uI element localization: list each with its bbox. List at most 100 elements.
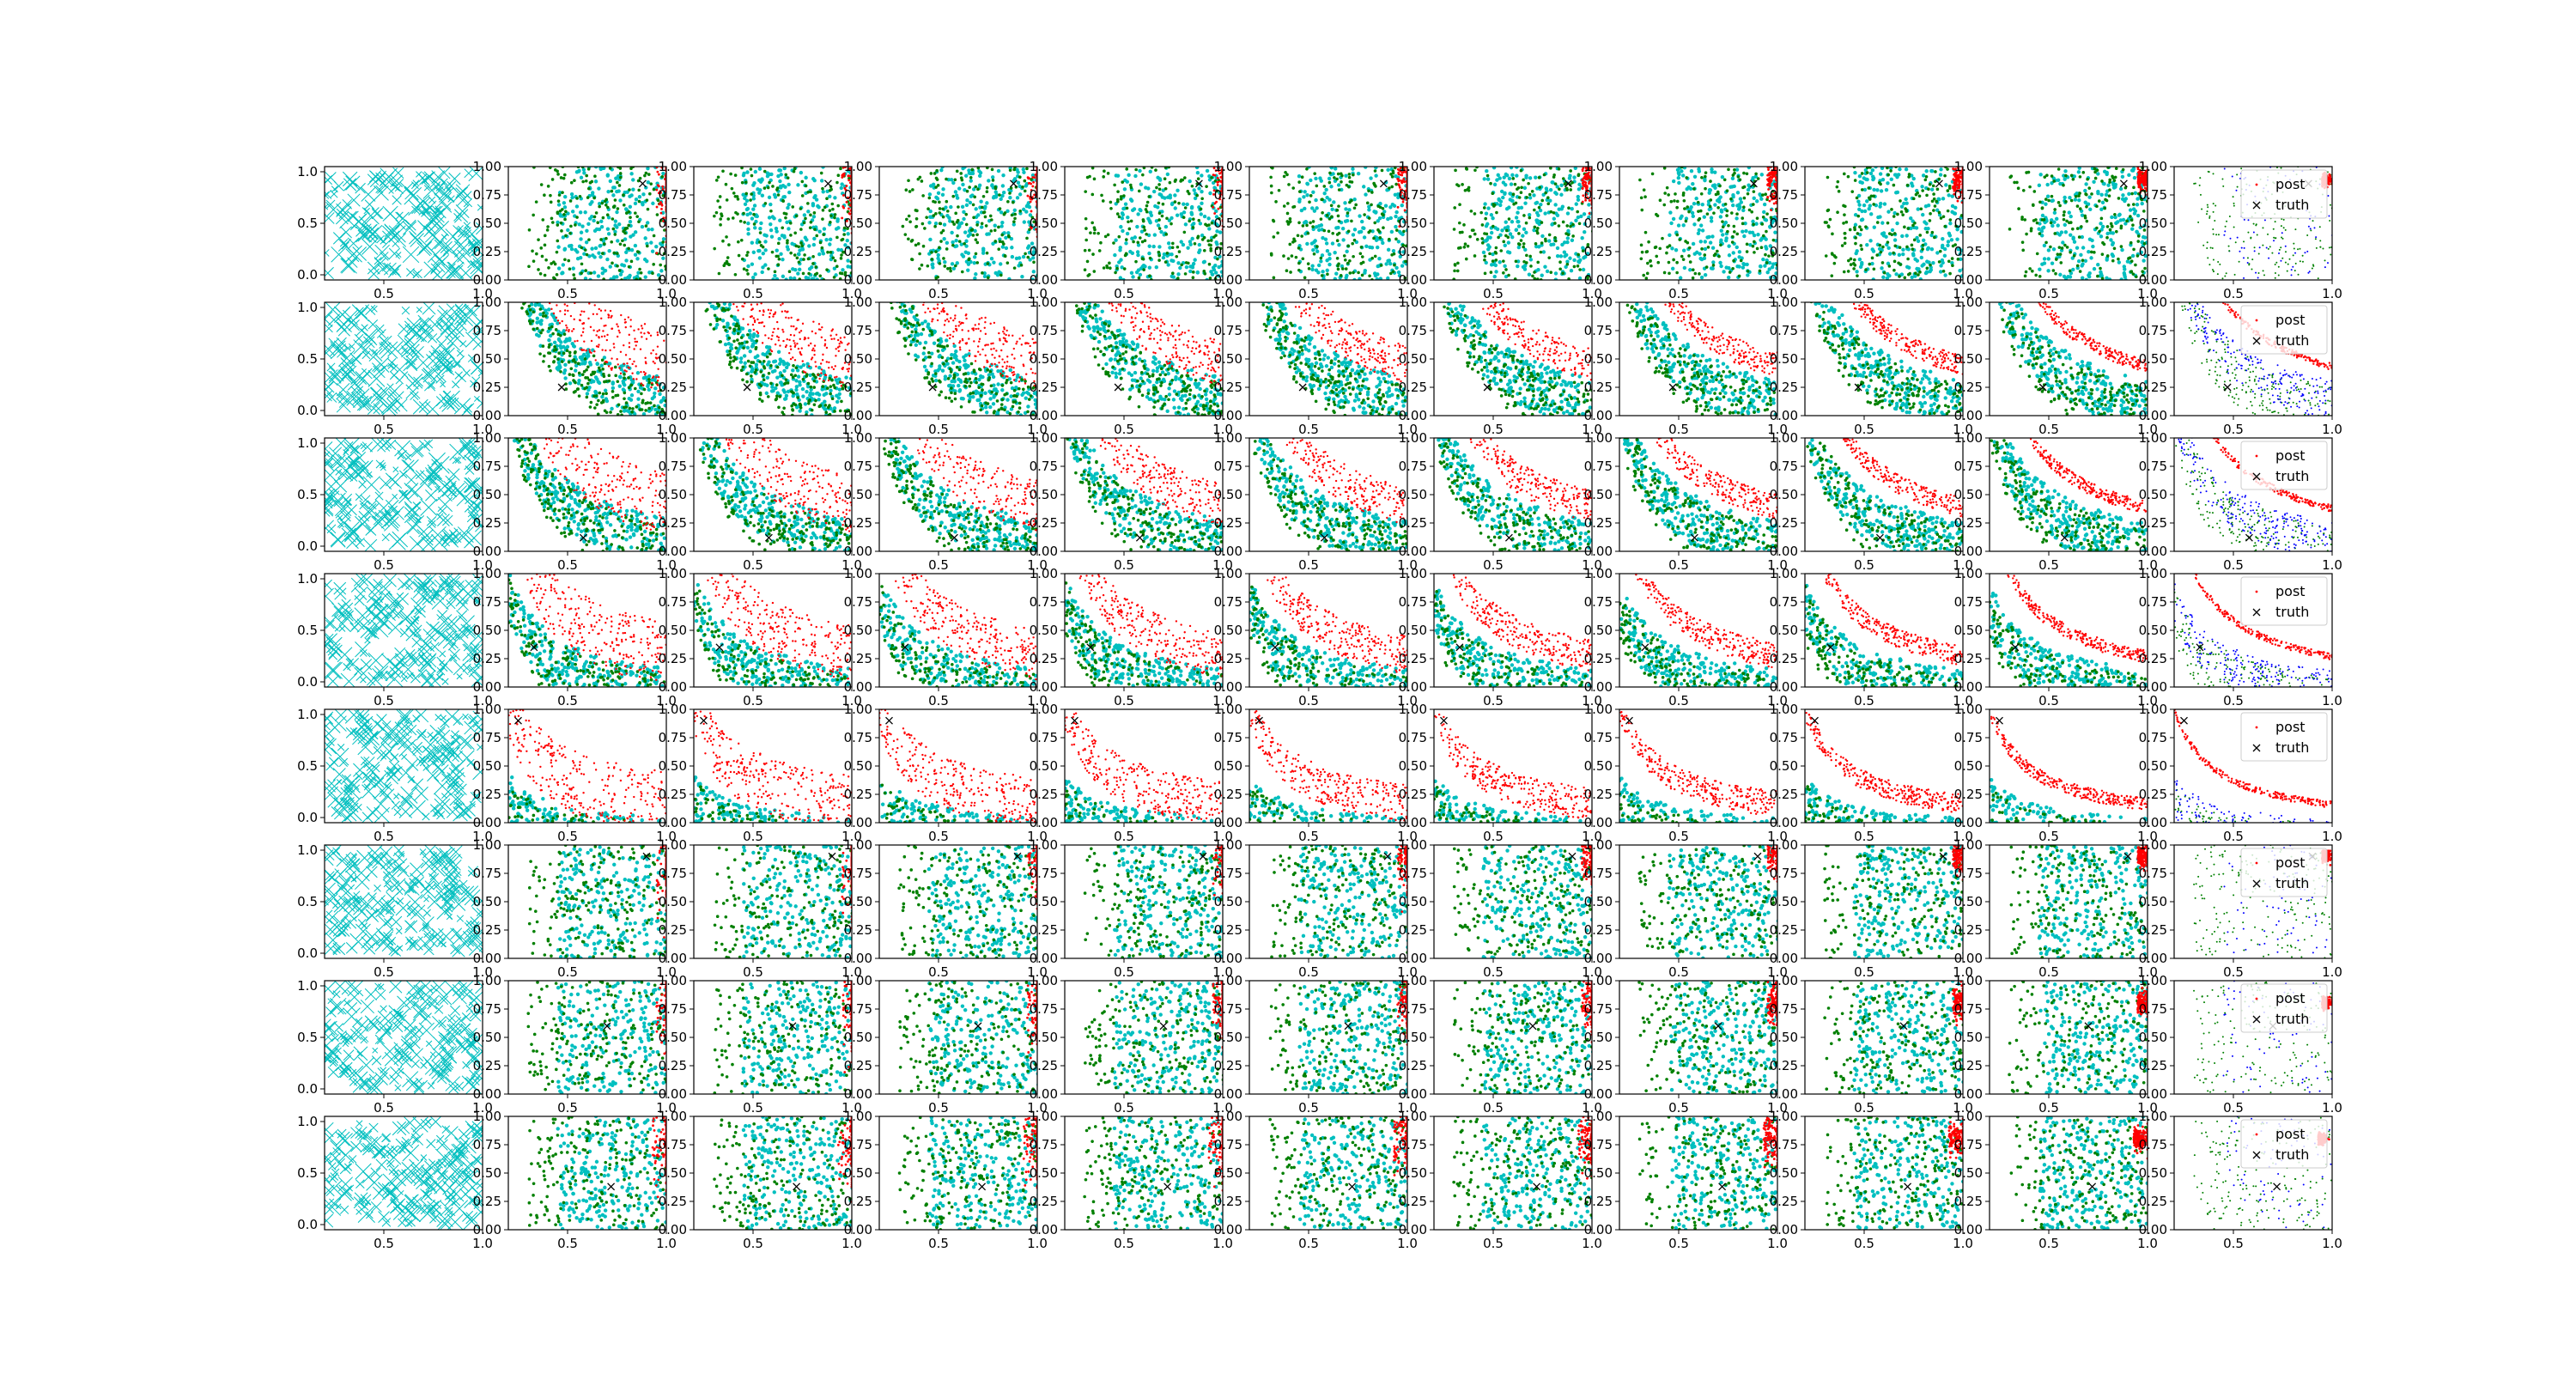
post-point bbox=[851, 120, 854, 123]
accepted-point bbox=[1871, 257, 1874, 260]
accepted-point bbox=[587, 238, 591, 241]
proposal-point bbox=[1669, 222, 1673, 225]
accepted-point bbox=[795, 245, 799, 248]
accepted-point bbox=[1091, 193, 1094, 197]
accepted-point bbox=[997, 247, 1000, 251]
accepted-point bbox=[579, 195, 582, 198]
proposal-point bbox=[1311, 248, 1315, 252]
proposal-point bbox=[759, 180, 762, 184]
proposal-point bbox=[1001, 245, 1005, 248]
accepted-point bbox=[1709, 205, 1712, 209]
proposal-point bbox=[1920, 264, 1923, 267]
proposal-point bbox=[776, 174, 780, 178]
accepted-point bbox=[1393, 264, 1396, 267]
accepted-point bbox=[1484, 272, 1487, 276]
proposal-point bbox=[624, 258, 628, 262]
proposal-point bbox=[1114, 238, 1117, 241]
proposal-point bbox=[1501, 196, 1504, 199]
accepted-point bbox=[1668, 261, 1671, 264]
accepted-point bbox=[1109, 207, 1113, 210]
accepted-point bbox=[1373, 222, 1376, 225]
accepted-point bbox=[1301, 257, 1304, 260]
proposal-point bbox=[1483, 177, 1486, 180]
accepted-point bbox=[928, 197, 932, 200]
proposal-point bbox=[1188, 270, 1192, 273]
proposal-point bbox=[812, 243, 816, 246]
accepted-point bbox=[587, 187, 591, 191]
proposal-point bbox=[1693, 175, 1697, 179]
proposal-point bbox=[1363, 235, 1366, 239]
accepted-point bbox=[904, 233, 908, 236]
accepted-point bbox=[958, 240, 962, 243]
accepted-point bbox=[784, 216, 787, 220]
proposal-point bbox=[634, 252, 637, 256]
accepted-point bbox=[750, 174, 754, 178]
accepted-point bbox=[1103, 169, 1106, 173]
accepted-point bbox=[643, 174, 647, 178]
accepted-point bbox=[1389, 272, 1393, 276]
accepted-point bbox=[561, 191, 564, 194]
post-point bbox=[1212, 150, 1215, 153]
accepted-point bbox=[1004, 211, 1007, 215]
accepted-point bbox=[801, 180, 805, 184]
proposal-point bbox=[1881, 276, 1885, 279]
accepted-point bbox=[986, 186, 989, 190]
proposal-point bbox=[750, 262, 754, 265]
accepted-point bbox=[1174, 200, 1177, 204]
accepted-point bbox=[823, 206, 827, 210]
proposal-marker bbox=[375, 245, 390, 259]
accepted-point bbox=[1043, 208, 1047, 211]
accepted-point bbox=[1084, 239, 1088, 242]
accepted-point bbox=[1481, 223, 1485, 227]
accepted-point bbox=[1208, 263, 1212, 266]
accepted-point bbox=[1394, 238, 1398, 241]
accepted-point bbox=[551, 178, 555, 181]
accepted-point bbox=[860, 182, 863, 185]
accepted-point bbox=[1742, 205, 1746, 209]
proposal-point bbox=[1556, 246, 1559, 250]
proposal-point bbox=[1516, 220, 1520, 223]
accepted-point bbox=[586, 253, 589, 257]
proposal-point bbox=[1351, 167, 1354, 171]
proposal-point bbox=[1855, 249, 1858, 252]
proposal-point bbox=[1186, 246, 1189, 249]
proposal-point bbox=[1045, 235, 1048, 239]
post-point bbox=[851, 148, 854, 150]
post-point bbox=[1036, 145, 1039, 148]
accepted-point bbox=[1729, 198, 1733, 201]
accepted-point bbox=[1462, 223, 1466, 227]
proposal-point bbox=[774, 195, 777, 198]
proposal-point bbox=[619, 272, 623, 276]
proposal-point bbox=[1764, 245, 1767, 248]
post-point bbox=[660, 212, 663, 215]
subplot-r1-c1: 0.5 1.00.00.51.0 bbox=[297, 164, 493, 301]
proposal-point bbox=[1759, 198, 1763, 201]
accepted-point bbox=[1723, 178, 1727, 181]
proposal-point bbox=[1731, 193, 1735, 197]
accepted-point bbox=[1492, 259, 1495, 263]
proposal-point bbox=[820, 179, 823, 182]
y-tick-label: 1.00 bbox=[1584, 159, 1613, 174]
accepted-point bbox=[1286, 212, 1290, 216]
accepted-point bbox=[1012, 201, 1015, 204]
proposal-point bbox=[762, 252, 765, 255]
proposal-point bbox=[768, 196, 771, 199]
accepted-point bbox=[1753, 240, 1756, 244]
proposal-point bbox=[592, 255, 596, 258]
accepted-point bbox=[1001, 240, 1005, 244]
accepted-point bbox=[942, 216, 945, 219]
proposal-point bbox=[1488, 235, 1492, 239]
accepted-point bbox=[1730, 211, 1734, 215]
accepted-point bbox=[1746, 172, 1749, 175]
post-point bbox=[1584, 181, 1587, 184]
proposal-point bbox=[620, 263, 623, 266]
accepted-point bbox=[544, 234, 547, 238]
proposal-point bbox=[1493, 275, 1497, 278]
accepted-point bbox=[1709, 179, 1712, 183]
accepted-point bbox=[1453, 228, 1456, 231]
proposal-point bbox=[579, 256, 582, 259]
accepted-point bbox=[840, 253, 843, 257]
accepted-point bbox=[1538, 185, 1541, 189]
accepted-point bbox=[1454, 169, 1457, 173]
proposal-point bbox=[643, 236, 647, 240]
